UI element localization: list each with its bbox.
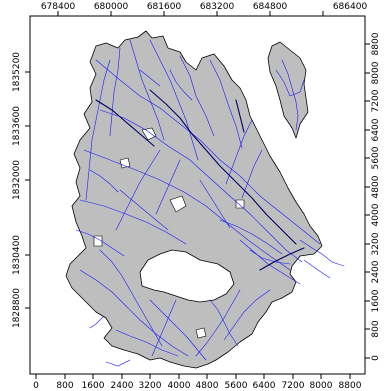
left-axis: 1835200 1833600 1832000 1830400 1828800 xyxy=(12,52,30,328)
left-tick-label: 1833600 xyxy=(12,106,22,146)
top-axis: 678400 680000 681600 683200 684800 68640… xyxy=(41,2,368,16)
top-tick-label: 686400 xyxy=(333,2,368,12)
bottom-tick-label: 8000 xyxy=(310,381,333,391)
right-tick-label: 8800 xyxy=(371,32,381,55)
top-tick-label: 678400 xyxy=(41,2,76,12)
bottom-tick-label: 800 xyxy=(56,381,73,391)
right-tick-label: 1600 xyxy=(371,289,381,312)
right-tick-label: 800 xyxy=(371,320,381,337)
right-tick-label: 2400 xyxy=(371,260,381,283)
top-tick-label: 684800 xyxy=(253,2,288,12)
right-axis: 8800 8000 7200 6400 5600 4800 4000 3200 … xyxy=(365,32,381,361)
right-tick-label: 3200 xyxy=(371,232,381,255)
right-tick-label: 0 xyxy=(371,355,381,361)
region-main xyxy=(65,30,323,369)
bottom-tick-label: 4800 xyxy=(196,381,219,391)
right-tick-label: 8000 xyxy=(371,61,381,84)
left-tick-label: 1828800 xyxy=(12,288,22,328)
top-tick-label: 683200 xyxy=(200,2,235,12)
main-channels xyxy=(95,89,305,271)
bottom-tick-label: 7200 xyxy=(282,381,305,391)
right-tick-label: 4800 xyxy=(371,175,381,198)
bottom-tick-label: 2400 xyxy=(111,381,134,391)
bottom-tick-label: 0 xyxy=(33,381,39,391)
bottom-tick-label: 4000 xyxy=(168,381,191,391)
left-tick-label: 1835200 xyxy=(12,52,22,92)
right-tick-label: 5600 xyxy=(371,146,381,169)
bottom-tick-label: 5600 xyxy=(225,381,248,391)
line-network xyxy=(75,39,345,367)
region-holes xyxy=(93,127,245,339)
top-tick-label: 680000 xyxy=(94,2,129,12)
bottom-tick-label: 1600 xyxy=(82,381,105,391)
left-tick-label: 1830400 xyxy=(12,235,22,275)
left-tick-label: 1832000 xyxy=(12,160,22,200)
bottom-tick-label: 6400 xyxy=(253,381,276,391)
bottom-tick-label: 8800 xyxy=(339,381,362,391)
bottom-axis: 0 800 1600 2400 3200 4000 4800 5600 6400… xyxy=(33,374,362,391)
top-tick-label: 681600 xyxy=(147,2,182,12)
right-tick-label: 7200 xyxy=(371,89,381,112)
right-tick-label: 6400 xyxy=(371,118,381,141)
right-tick-label: 4000 xyxy=(371,203,381,226)
bottom-tick-label: 3200 xyxy=(139,381,162,391)
